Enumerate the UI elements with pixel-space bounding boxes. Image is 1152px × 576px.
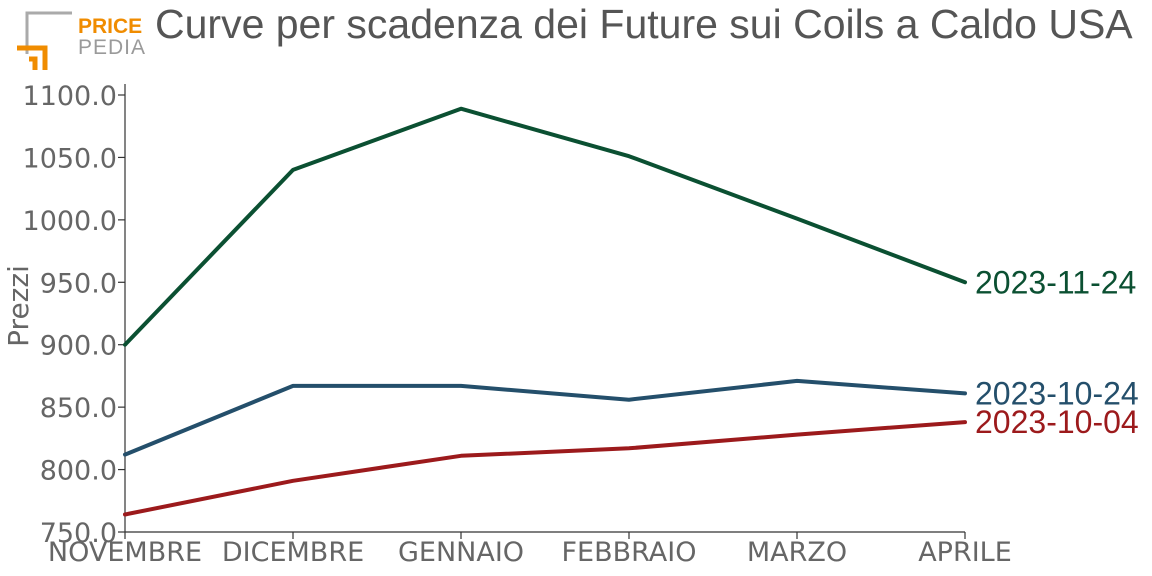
x-tick-label: MARZO — [747, 537, 847, 568]
y-axis-label: Prezzi — [2, 265, 35, 347]
x-tick-label: APRILE — [918, 537, 1012, 568]
series-end-label: 2023-10-24 — [975, 375, 1139, 411]
series-line — [123, 420, 967, 517]
series-end-label: 2023-10-04 — [975, 404, 1139, 440]
y-tick-label: 950.0 — [40, 268, 117, 299]
logo-bracket-icon — [17, 11, 72, 70]
x-tick-label: GENNAIO — [398, 537, 524, 568]
y-tick-label: 1100.0 — [23, 81, 117, 112]
y-tick-label: 900.0 — [40, 331, 117, 362]
chart-title: Curve per scadenza dei Future sui Coils … — [155, 1, 1133, 47]
series-end-label: 2023-11-24 — [975, 264, 1136, 300]
series-line — [123, 378, 967, 457]
x-tick-label: FEBBRAIO — [562, 537, 697, 568]
series-lines — [123, 106, 967, 517]
y-tick-label: 1050.0 — [23, 143, 117, 174]
pricepedia-logo: PRICE PEDIA — [17, 11, 146, 70]
y-ticks: 750.0 800.0 850.0 900.0 950.0 1000.0 1050.0 110… — [23, 81, 125, 549]
series-line — [123, 106, 967, 347]
logo-word-price: PRICE — [78, 15, 142, 38]
logo-word-pedia: PEDIA — [78, 36, 146, 59]
y-tick-label: 1000.0 — [23, 206, 117, 237]
x-ticks: NOVEMBRE DICEMBRE GENNAIO FEBBRAIO MARZO APRI… — [48, 532, 1012, 568]
y-tick-label: 850.0 — [40, 393, 117, 424]
x-tick-label: DICEMBRE — [222, 537, 364, 568]
y-tick-label: 800.0 — [40, 456, 117, 487]
y-tick-label: 750.0 — [40, 518, 117, 549]
x-tick-label: NOVEMBRE — [48, 537, 202, 568]
